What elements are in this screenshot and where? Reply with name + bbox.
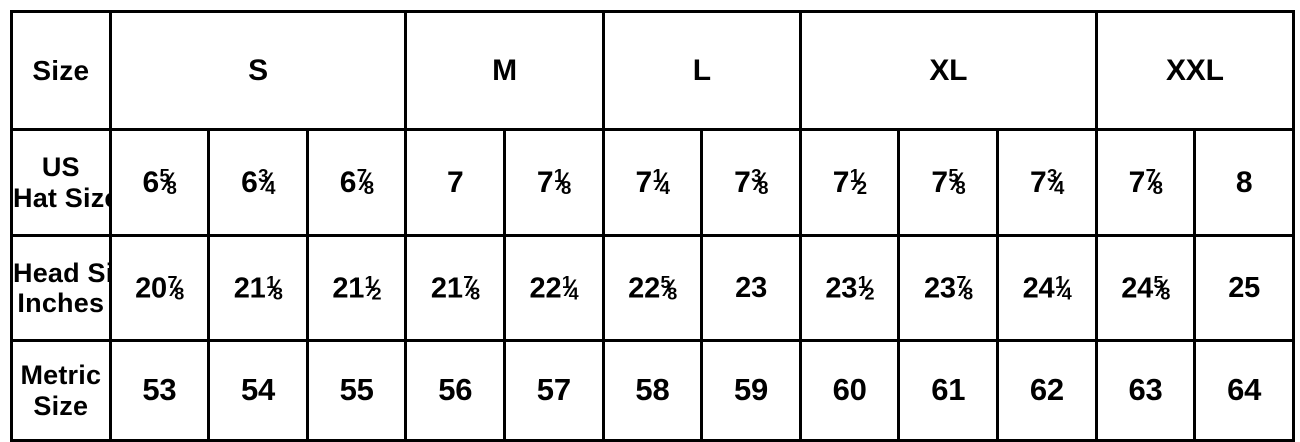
table-row-us-hat-size: US Hat Size 65⁄8 63⁄4 67⁄8 7 71⁄8 71⁄4 7… bbox=[10, 128, 1295, 237]
row-header-head-size-inches-line2: Inches bbox=[17, 288, 105, 318]
us-hat-size-cell-7: 71⁄2 bbox=[798, 128, 901, 237]
metric-size-cell-1: 54 bbox=[207, 339, 309, 442]
row-header-metric-size: Metric Size bbox=[10, 339, 112, 442]
size-group-l: L bbox=[601, 10, 802, 131]
us-hat-size-cell-9: 73⁄4 bbox=[996, 128, 1098, 237]
size-group-m-label: M bbox=[492, 53, 517, 87]
size-group-s: S bbox=[108, 10, 408, 131]
head-size-inches-cell-11: 25 bbox=[1193, 234, 1295, 342]
size-group-xl-label: XL bbox=[929, 53, 968, 87]
head-size-inches-cell-0: 207⁄8 bbox=[108, 234, 211, 342]
hat-size-chart-table: Size S M L XL XXL US bbox=[10, 10, 1296, 442]
head-size-inches-cell-9: 241⁄4 bbox=[996, 234, 1098, 342]
metric-size-cell-10: 63 bbox=[1094, 339, 1197, 442]
metric-size-cell-6: 59 bbox=[700, 339, 802, 442]
us-hat-size-cell-8: 75⁄8 bbox=[897, 128, 1000, 237]
metric-size-cell-4: 57 bbox=[503, 339, 605, 442]
us-hat-size-cell-6: 73⁄8 bbox=[700, 128, 802, 237]
size-group-l-label: L bbox=[692, 53, 711, 87]
metric-size-cell-9: 62 bbox=[996, 339, 1098, 442]
us-hat-size-cell-3: 7 bbox=[404, 128, 507, 237]
us-hat-size-cell-2: 67⁄8 bbox=[305, 128, 408, 237]
head-size-inches-cell-8: 237⁄8 bbox=[897, 234, 1000, 342]
us-hat-size-cell-5: 71⁄4 bbox=[601, 128, 704, 237]
row-header-head-size-inches-line1: Head Size bbox=[13, 257, 107, 288]
head-size-inches-cell-2: 211⁄2 bbox=[305, 234, 408, 342]
us-hat-size-cell-10: 77⁄8 bbox=[1094, 128, 1197, 237]
metric-size-cell-8: 61 bbox=[897, 339, 1000, 442]
metric-size-cell-2: 55 bbox=[305, 339, 408, 442]
metric-size-cell-7: 60 bbox=[798, 339, 901, 442]
us-hat-size-cell-0: 65⁄8 bbox=[108, 128, 211, 237]
row-header-us-hat-size-line2: Hat Size bbox=[13, 182, 111, 213]
metric-size-cell-0: 53 bbox=[108, 339, 211, 442]
us-hat-size-cell-11: 8 bbox=[1193, 128, 1295, 237]
table-row-metric-size: Metric Size 53 54 55 56 57 58 59 60 61 6… bbox=[10, 339, 1295, 442]
head-size-inches-cell-10: 245⁄8 bbox=[1094, 234, 1197, 342]
size-group-m: M bbox=[404, 10, 605, 131]
row-header-us-hat-size: US Hat Size bbox=[10, 128, 112, 237]
head-size-inches-cell-5: 225⁄8 bbox=[601, 234, 704, 342]
size-group-xxl-label: XXL bbox=[1165, 53, 1224, 87]
head-size-inches-cell-4: 221⁄4 bbox=[503, 234, 605, 342]
us-hat-size-cell-4: 71⁄8 bbox=[503, 128, 605, 237]
head-size-inches-cell-1: 211⁄8 bbox=[207, 234, 309, 342]
row-header-head-size-inches: Head Size Inches bbox=[10, 234, 112, 342]
size-group-s-label: S bbox=[248, 53, 268, 87]
row-header-size: Size bbox=[10, 10, 112, 131]
row-header-metric-size-line2: Size bbox=[33, 390, 89, 421]
row-header-us-hat-size-line1: US bbox=[41, 152, 80, 183]
table-row-size-groups: Size S M L XL XXL bbox=[10, 10, 1296, 131]
us-hat-size-cell-1: 63⁄4 bbox=[207, 128, 309, 237]
metric-size-cell-11: 64 bbox=[1193, 339, 1295, 442]
size-group-xl: XL bbox=[798, 10, 1098, 131]
size-group-xxl: XXL bbox=[1094, 10, 1296, 131]
size-chart-container: Size S M L XL XXL US bbox=[10, 10, 1296, 442]
row-header-metric-size-line1: Metric bbox=[20, 360, 102, 391]
metric-size-cell-5: 58 bbox=[601, 339, 704, 442]
metric-size-cell-3: 56 bbox=[404, 339, 507, 442]
table-row-head-size-inches: Head Size Inches 207⁄8 211⁄8 211⁄2 217⁄8… bbox=[10, 234, 1295, 342]
head-size-inches-cell-7: 231⁄2 bbox=[798, 234, 901, 342]
head-size-inches-cell-3: 217⁄8 bbox=[404, 234, 507, 342]
head-size-inches-cell-6: 23 bbox=[700, 234, 802, 342]
